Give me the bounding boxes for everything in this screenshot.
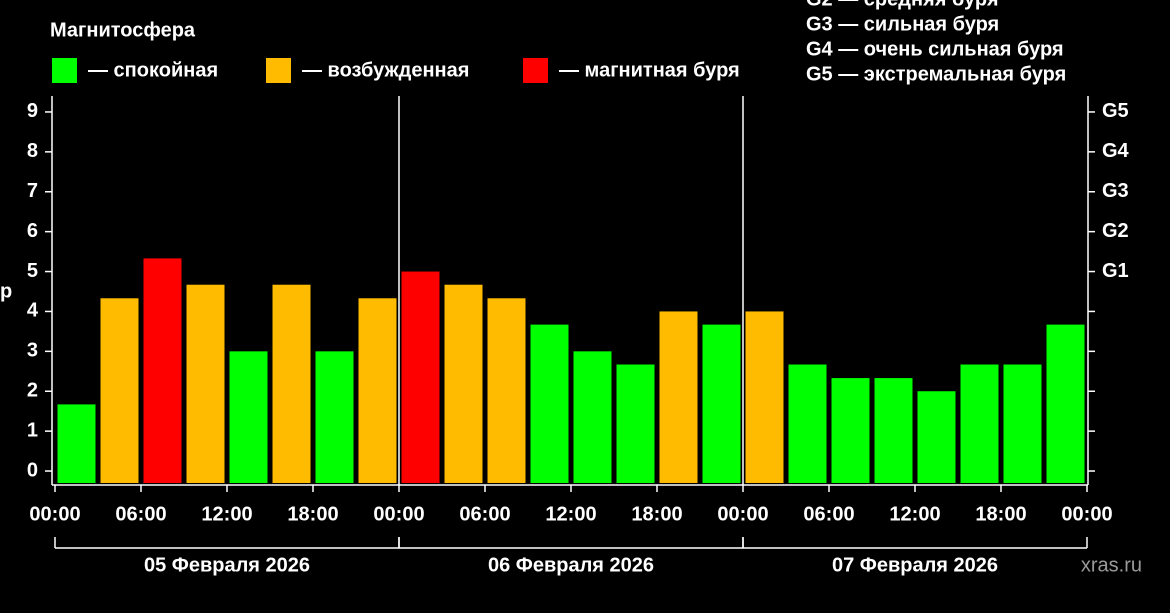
x-tick-label: 12:00 xyxy=(201,503,252,525)
legend-swatch xyxy=(266,58,291,83)
y-tick-label: 5 xyxy=(27,260,38,282)
bar xyxy=(401,271,440,483)
bar xyxy=(917,391,956,483)
x-tick-label: 00:00 xyxy=(29,503,80,525)
y2-tick-label: G1 xyxy=(1102,260,1129,282)
x-tick-label: 06:00 xyxy=(115,503,166,525)
y2-tick-label: G3 xyxy=(1102,180,1129,202)
bar xyxy=(57,404,96,483)
day-label: 07 Февраля 2026 xyxy=(832,554,998,576)
day-label: 05 Февраля 2026 xyxy=(144,554,310,576)
x-tick-label: 12:00 xyxy=(545,503,596,525)
bar xyxy=(100,298,139,483)
bar xyxy=(659,311,698,483)
x-tick-label: 00:00 xyxy=(1061,503,1112,525)
bar xyxy=(788,364,827,483)
x-tick-label: 18:00 xyxy=(631,503,682,525)
bar xyxy=(874,378,913,483)
legend-label: — возбужденная xyxy=(302,59,469,81)
bar xyxy=(702,324,741,483)
y-tick-label: 9 xyxy=(27,100,38,122)
storm-scale-entry: G3 — сильная буря xyxy=(806,13,999,35)
x-tick-label: 12:00 xyxy=(889,503,940,525)
legend-swatch xyxy=(523,58,548,83)
source: xras.ru xyxy=(1081,554,1142,576)
x-tick-label: 00:00 xyxy=(373,503,424,525)
y2-tick-label: G4 xyxy=(1102,140,1130,162)
bar xyxy=(616,364,655,483)
legend-swatch xyxy=(52,58,77,83)
x-tick-label: 00:00 xyxy=(717,503,768,525)
bar xyxy=(315,351,354,483)
y-axis-label: p xyxy=(0,280,12,302)
x-tick-label: 18:00 xyxy=(287,503,338,525)
bar xyxy=(272,284,311,483)
bar xyxy=(831,378,870,483)
bar xyxy=(1003,364,1042,483)
bar xyxy=(573,351,612,483)
y-tick-label: 0 xyxy=(27,459,38,481)
bar xyxy=(487,298,526,483)
y-tick-label: 2 xyxy=(27,380,38,402)
y-tick-label: 4 xyxy=(27,300,39,322)
x-tick-label: 06:00 xyxy=(459,503,510,525)
x-tick-label: 18:00 xyxy=(975,503,1026,525)
y-tick-label: 7 xyxy=(27,180,38,202)
day-label: 06 Февраля 2026 xyxy=(488,554,654,576)
bar xyxy=(444,284,483,483)
storm-scale-entry: G5 — экстремальная буря xyxy=(806,63,1066,85)
y-tick-label: 1 xyxy=(27,419,38,441)
bar xyxy=(186,284,225,483)
legend-label: — магнитная буря xyxy=(559,59,740,81)
y2-tick-label: G2 xyxy=(1102,220,1129,242)
bar xyxy=(1046,324,1085,483)
bar xyxy=(358,298,397,483)
bar xyxy=(143,258,182,483)
x-tick-label: 06:00 xyxy=(803,503,854,525)
storm-scale-entry: G4 — очень сильная буря xyxy=(806,38,1064,60)
bar xyxy=(530,324,569,483)
storm-scale-entry: G2 — средняя буря xyxy=(806,0,999,10)
chart-title: Магнитосфера xyxy=(50,19,196,41)
y2-tick-label: G5 xyxy=(1102,100,1129,122)
legend-label: — спокойная xyxy=(88,59,218,81)
y-tick-label: 8 xyxy=(27,140,38,162)
bar xyxy=(229,351,268,483)
bar xyxy=(745,311,784,483)
y-tick-label: 6 xyxy=(27,220,38,242)
y-tick-label: 3 xyxy=(27,340,38,362)
bar xyxy=(960,364,999,483)
